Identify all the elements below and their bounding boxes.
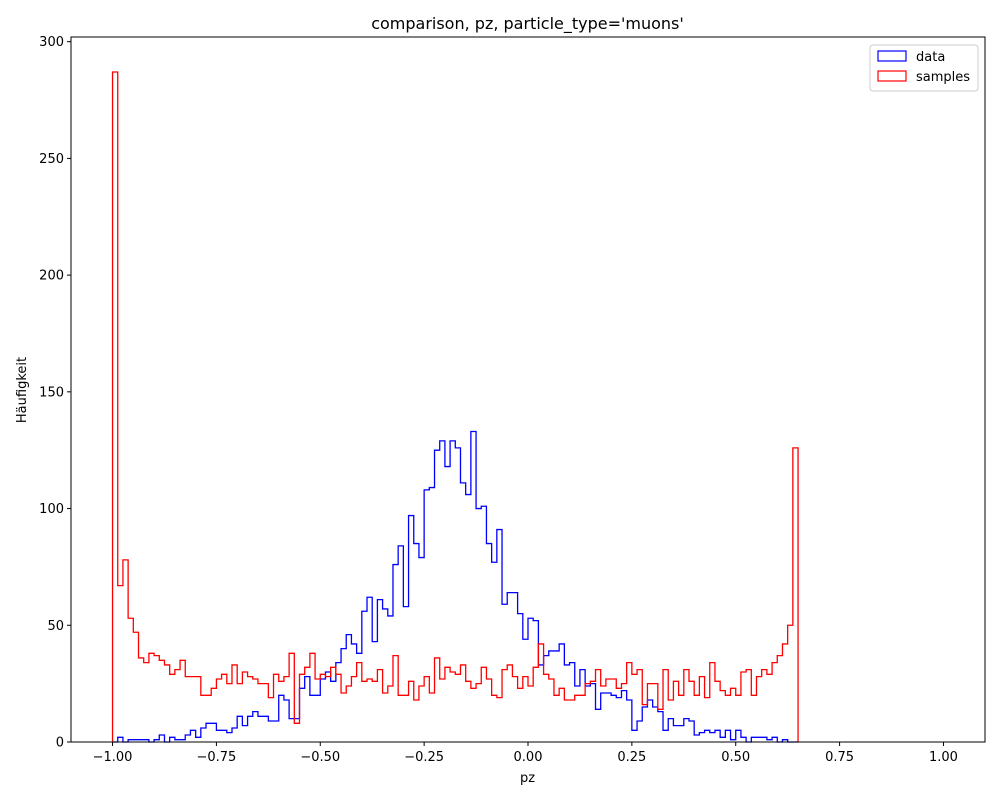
y-tick-label: 300 [39,35,64,50]
legend-frame [869,44,979,92]
y-ticks: 0 50 100 150 200 250 300 [39,35,71,751]
y-tick-label: 50 [47,619,64,634]
y-tick-label: 0 [56,736,64,751]
x-tick-label: 1.00 [929,750,958,765]
x-axis-label: pz [520,771,535,786]
x-ticks: −1.00 −0.75 −0.50 −0.25 0.00 0.25 0.50 0.75 1.00 [93,742,958,765]
x-tick-label: −0.25 [404,750,444,765]
x-tick-label: −0.75 [196,750,236,765]
y-tick-label: 150 [39,385,64,400]
series-layer [111,71,799,743]
legend: data samples [869,44,979,92]
plot-area-frame [70,36,986,743]
chart-title: comparison, pz, particle_type='muons' [371,14,684,34]
x-tick-label: 0.75 [825,750,854,765]
legend-swatch-samples [877,70,907,82]
x-tick-label: 0.00 [514,750,543,765]
series-samples-step-line [111,71,799,742]
y-tick-label: 250 [39,152,64,167]
y-tick-label: 100 [39,502,64,517]
legend-swatch-data [877,50,907,62]
x-tick-label: −1.00 [93,750,133,765]
series-data-step-line [112,430,799,743]
y-tick-label: 200 [39,269,64,284]
x-tick-label: −0.50 [300,750,340,765]
legend-label-data: data [916,50,945,65]
y-axis-label: Häufigkeit [15,357,30,423]
legend-label-samples: samples [916,70,970,85]
x-tick-label: 0.25 [617,750,646,765]
x-tick-label: 0.50 [721,750,750,765]
